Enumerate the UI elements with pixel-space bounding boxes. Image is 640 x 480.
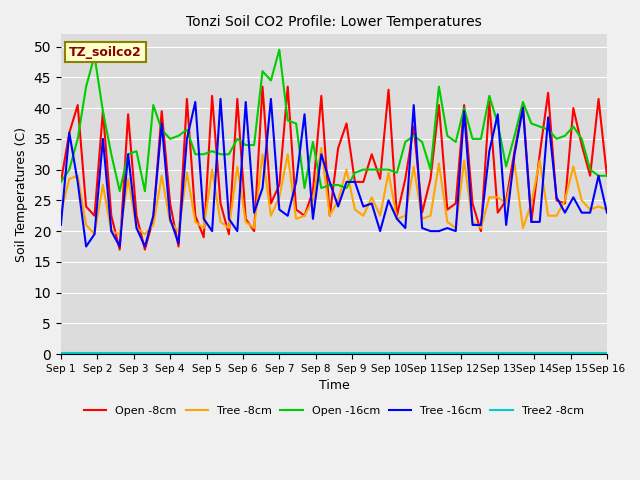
Open -8cm [57, 179, 65, 185]
Open -16cm [116, 188, 124, 194]
Tree -16cm [200, 216, 207, 222]
Open -8cm [309, 188, 317, 194]
Y-axis label: Soil Temperatures (C): Soil Temperatures (C) [15, 127, 28, 262]
Tree2 -8cm [561, 350, 569, 356]
Open -8cm [99, 108, 107, 114]
Tree -16cm [309, 216, 317, 222]
Open -8cm [259, 84, 266, 89]
Tree -16cm [502, 222, 510, 228]
Open -8cm [502, 197, 510, 203]
Tree2 -8cm [292, 350, 300, 356]
Text: TZ_soilco2: TZ_soilco2 [69, 46, 142, 59]
Open -16cm [99, 108, 107, 114]
Line: Open -8cm: Open -8cm [61, 86, 607, 250]
Tree2 -8cm [225, 350, 233, 356]
Tree -8cm [91, 231, 99, 237]
Open -8cm [603, 173, 611, 179]
Open -8cm [200, 234, 207, 240]
Tree -16cm [217, 96, 225, 102]
Open -16cm [200, 151, 207, 157]
Open -8cm [317, 93, 325, 99]
Line: Open -16cm: Open -16cm [61, 50, 607, 191]
Tree -8cm [108, 228, 115, 234]
Open -16cm [275, 47, 283, 53]
Tree -8cm [57, 210, 65, 216]
Tree -8cm [301, 213, 308, 218]
Tree2 -8cm [141, 350, 148, 356]
Tree -8cm [234, 164, 241, 169]
Tree2 -8cm [603, 350, 611, 356]
Tree -8cm [200, 225, 207, 231]
Tree2 -8cm [486, 350, 493, 356]
Tree -8cm [603, 207, 611, 213]
Tree2 -8cm [57, 350, 65, 356]
Open -16cm [309, 139, 317, 145]
Open -8cm [234, 96, 241, 102]
Title: Tonzi Soil CO2 Profile: Lower Temperatures: Tonzi Soil CO2 Profile: Lower Temperatur… [186, 15, 482, 29]
Line: Tree -16cm: Tree -16cm [61, 99, 607, 247]
Open -16cm [234, 136, 241, 142]
Tree -16cm [317, 151, 325, 157]
Tree -16cm [57, 222, 65, 228]
Open -16cm [317, 185, 325, 191]
Legend: Open -8cm, Tree -8cm, Open -16cm, Tree -16cm, Tree2 -8cm: Open -8cm, Tree -8cm, Open -16cm, Tree -… [80, 401, 588, 420]
Open -16cm [502, 164, 510, 169]
Tree -16cm [108, 228, 115, 234]
Open -16cm [603, 173, 611, 179]
Open -16cm [57, 179, 65, 185]
Line: Tree -8cm: Tree -8cm [61, 148, 607, 234]
Tree -16cm [603, 210, 611, 216]
Tree -8cm [317, 145, 325, 151]
Open -8cm [116, 247, 124, 252]
Tree -8cm [309, 197, 317, 203]
X-axis label: Time: Time [319, 379, 349, 392]
Tree -8cm [502, 201, 510, 206]
Tree -16cm [242, 99, 250, 105]
Tree2 -8cm [191, 350, 199, 356]
Tree -16cm [83, 244, 90, 250]
